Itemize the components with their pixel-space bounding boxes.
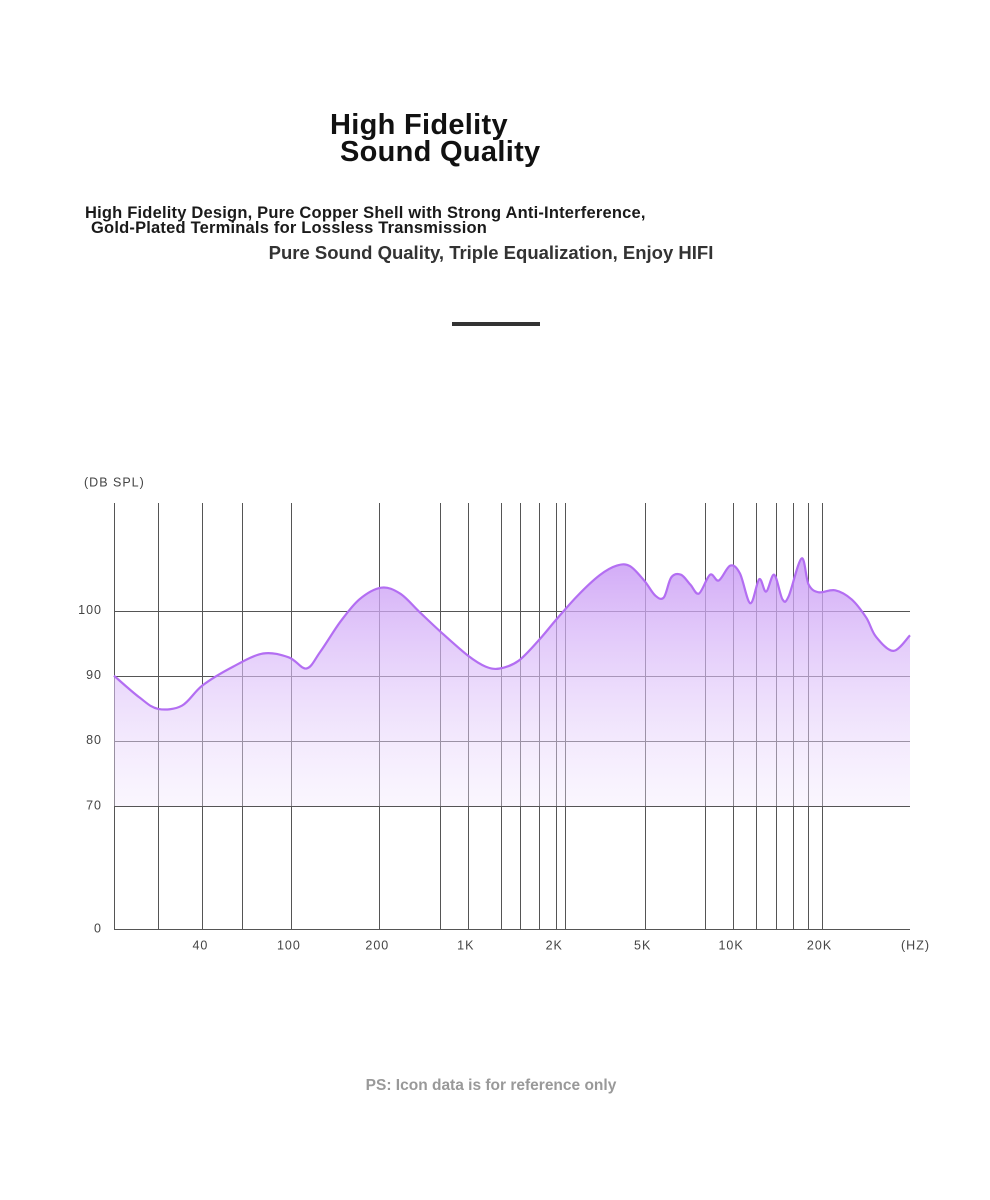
title-line: High Fidelity	[330, 109, 508, 141]
x-tick-label: 40	[192, 938, 208, 952]
x-tick-label: 2K	[546, 938, 563, 952]
y-axis-label: (DB SPL)	[84, 475, 145, 489]
response-line	[113, 557, 911, 711]
y-tick-label: 0	[94, 921, 102, 935]
y-tick-label: 70	[86, 798, 102, 812]
y-tick-label: 90	[86, 668, 102, 682]
x-tick-label: 100	[277, 938, 301, 952]
tagline: Pure Sound Quality, Triple Equalization,…	[268, 242, 714, 263]
x-axis-label: (HZ)	[901, 938, 930, 952]
divider	[452, 322, 540, 326]
x-tick-label: 10K	[718, 938, 743, 952]
x-tick-label: 20K	[807, 938, 832, 952]
y-tick-label: 100	[78, 603, 102, 617]
title-line: Sound Quality	[340, 136, 541, 168]
x-tick-label: 1K	[457, 938, 474, 952]
footnote: PS: Icon data is for reference only	[365, 1077, 617, 1094]
area-fill	[114, 558, 910, 806]
x-tick-label: 200	[365, 938, 389, 952]
x-tick-label: 5K	[634, 938, 651, 952]
y-tick-label: 80	[86, 733, 102, 747]
subtitle-line: High Fidelity Design, Pure Copper Shell …	[85, 204, 646, 222]
subtitle-line: Gold-Plated Terminals for Lossless Trans…	[91, 219, 488, 237]
